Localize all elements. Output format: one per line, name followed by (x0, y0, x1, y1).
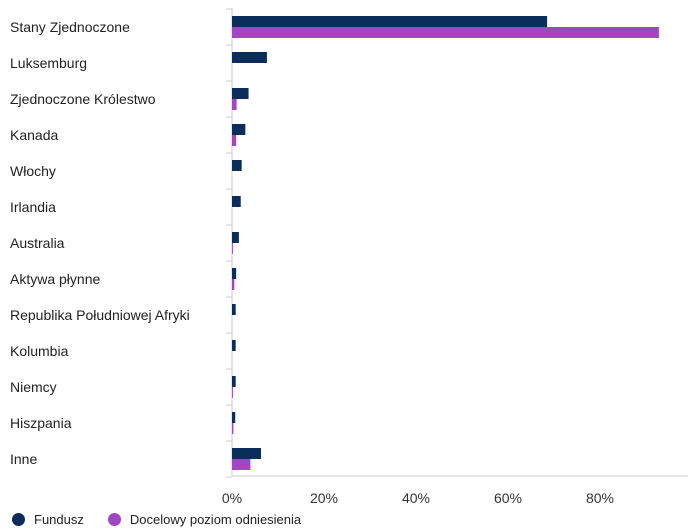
category-label: Włochy (10, 163, 56, 179)
category-label: Irlandia (10, 199, 56, 215)
bar-benchmark (232, 387, 233, 398)
category-label: Stany Zjednoczone (10, 19, 130, 35)
bar-benchmark (232, 459, 251, 470)
bar-fundusz (232, 340, 236, 351)
x-tick-label: 0% (222, 490, 242, 506)
category-label: Zjednoczone Królestwo (10, 91, 156, 107)
category-label: Aktywa płynne (10, 271, 100, 287)
bar-fundusz (232, 124, 246, 135)
legend-item-benchmark: Docelowy poziom odniesienia (107, 512, 302, 527)
x-tick-label: 40% (402, 490, 430, 506)
category-label: Australia (10, 235, 65, 251)
category-label: Luksemburg (10, 55, 87, 71)
legend-label-benchmark: Docelowy poziom odniesienia (129, 512, 302, 527)
x-tick-label: 20% (310, 490, 338, 506)
category-label: Inne (10, 451, 37, 467)
legend-item-fundusz: Fundusz (12, 512, 84, 527)
legend: Fundusz Docelowy poziom odniesienia (12, 512, 325, 527)
bar-fundusz (232, 448, 261, 459)
bar-benchmark (232, 99, 237, 110)
bar-fundusz (232, 88, 249, 99)
bar-benchmark (232, 27, 659, 38)
category-label: Republika Południowej Afryki (10, 307, 190, 323)
bar-fundusz (232, 52, 267, 63)
legend-swatch-fundusz (12, 513, 25, 526)
category-label: Hiszpania (10, 415, 72, 431)
bar-benchmark (232, 135, 237, 146)
x-tick-label: 80% (586, 490, 614, 506)
bar-benchmark (232, 279, 235, 290)
bar-benchmark (232, 243, 233, 254)
bar-fundusz (232, 304, 236, 315)
x-tick-label: 60% (494, 490, 522, 506)
category-label: Niemcy (10, 379, 57, 395)
bar-fundusz (232, 160, 242, 171)
bar-fundusz (232, 196, 241, 207)
category-label: Kanada (10, 127, 58, 143)
bar-fundusz (232, 268, 237, 279)
legend-label-fundusz: Fundusz (34, 512, 84, 527)
bar-fundusz (232, 232, 239, 243)
bar-fundusz (232, 412, 236, 423)
category-label: Kolumbia (10, 343, 69, 359)
bar-benchmark (232, 423, 234, 434)
bar-fundusz (232, 16, 548, 27)
legend-swatch-benchmark (107, 513, 121, 526)
bar-fundusz (232, 376, 236, 387)
